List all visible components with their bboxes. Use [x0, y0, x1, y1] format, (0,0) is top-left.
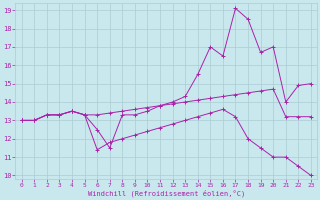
X-axis label: Windchill (Refroidissement éolien,°C): Windchill (Refroidissement éolien,°C)	[88, 190, 245, 197]
